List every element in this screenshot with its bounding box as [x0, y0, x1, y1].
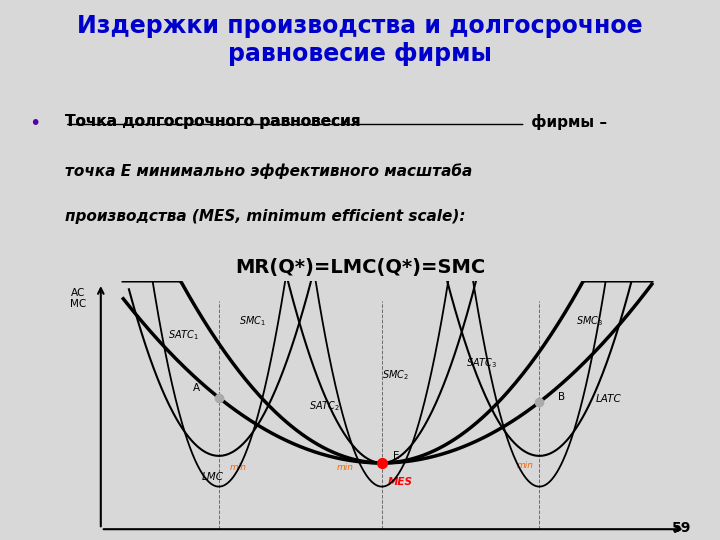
Text: производства (MES, minimum efficient scale):: производства (MES, minimum efficient sca…: [65, 209, 465, 224]
Text: $SMC_2$: $SMC_2$: [382, 368, 409, 382]
Text: LATC: LATC: [595, 394, 621, 404]
Text: A: A: [193, 383, 200, 393]
Text: $SATC_2$: $SATC_2$: [309, 399, 340, 413]
Text: AC
MC: AC MC: [70, 288, 86, 309]
Text: •: •: [29, 114, 40, 133]
Text: MR(Q*)=LMC(Q*)=SMC: MR(Q*)=LMC(Q*)=SMC: [235, 258, 485, 276]
Text: E: E: [393, 451, 400, 461]
Text: B: B: [558, 393, 565, 402]
Text: $SATC_1$: $SATC_1$: [168, 328, 199, 342]
Text: min: min: [337, 463, 354, 472]
Text: $SMC_1$: $SMC_1$: [238, 314, 266, 328]
Text: MES: MES: [387, 477, 413, 487]
Text: Точка долгосрочного равновесия: Точка долгосрочного равновесия: [65, 114, 360, 130]
Text: $SMC_3$: $SMC_3$: [576, 314, 603, 328]
Text: $SATC_3$: $SATC_3$: [467, 357, 498, 370]
Text: Издержки производства и долгосрочное
равновесие фирмы: Издержки производства и долгосрочное рав…: [77, 14, 643, 66]
Text: фирмы –: фирмы –: [526, 114, 607, 131]
Text: min: min: [230, 463, 247, 472]
Text: min: min: [517, 461, 534, 470]
Text: (Q*)=LATC$_{\mathrm{MIN}}$(Q)=SATC$_{\mathrm{MIN}}$(Q).: (Q*)=LATC$_{\mathrm{MIN}}$(Q)=SATC$_{\ma…: [201, 309, 519, 332]
Text: точка E минимально эффективного масштаба: точка E минимально эффективного масштаба: [65, 163, 472, 179]
Text: LMC: LMC: [202, 472, 224, 482]
Text: 59: 59: [672, 521, 691, 535]
Text: Точка долгосрочного равновесия: Точка долгосрочного равновесия: [65, 114, 360, 130]
